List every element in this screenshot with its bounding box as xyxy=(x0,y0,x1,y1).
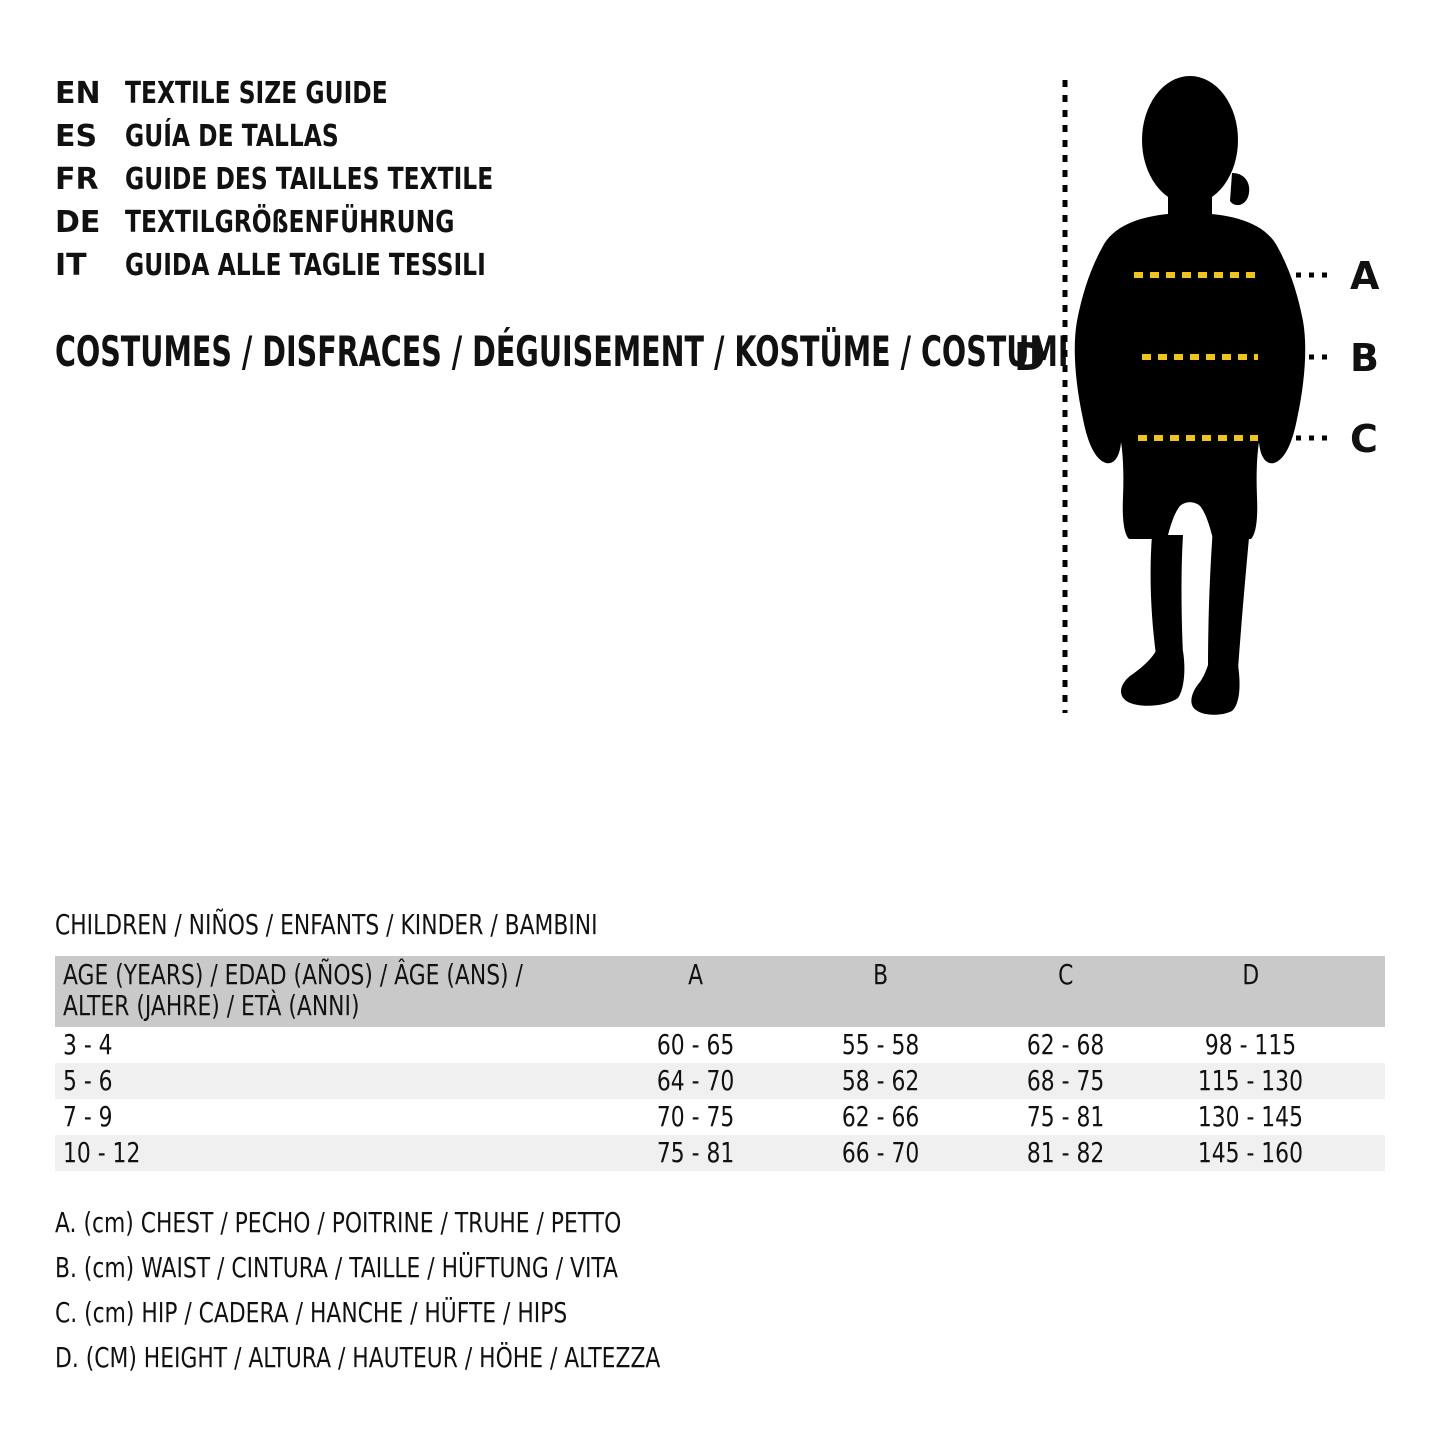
hip-cell: 75 - 81 xyxy=(1026,1100,1105,1133)
chest-cell: 64 - 70 xyxy=(656,1064,735,1097)
waist-cell: 66 - 70 xyxy=(841,1136,920,1169)
lang-row-en: EN TEXTILE SIZE GUIDE xyxy=(55,72,597,115)
chest-cell: 60 - 65 xyxy=(656,1028,735,1061)
lang-code: IT xyxy=(55,248,87,283)
waist-cell: 55 - 58 xyxy=(841,1028,920,1061)
hip-cell: 62 - 68 xyxy=(1026,1028,1105,1061)
height-cell: 98 - 115 xyxy=(1204,1028,1297,1061)
height-cell: 130 - 145 xyxy=(1197,1100,1304,1133)
age-cell: 3 - 4 xyxy=(63,1028,113,1061)
label-c: C xyxy=(1350,417,1378,461)
table-row: 3 - 4 60 - 65 55 - 58 62 - 68 98 - 115 xyxy=(55,1027,1385,1063)
lang-title: GUÍA DE TALLAS xyxy=(125,119,339,154)
chest-cell: 75 - 81 xyxy=(656,1136,735,1169)
lang-title: GUIDA ALLE TAGLIE TESSILI xyxy=(125,248,486,283)
hip-cell: 68 - 75 xyxy=(1026,1064,1105,1097)
label-d: D xyxy=(1014,335,1046,379)
lang-row-es: ES GUÍA DE TALLAS xyxy=(55,115,597,158)
lang-title: TEXTILGRÖßENFÜHRUNG xyxy=(125,205,455,240)
age-header-line1: AGE (YEARS) / EDAD (AÑOS) / ÂGE (ANS) / xyxy=(63,958,523,991)
measurement-legend: A. (cm) CHEST / PECHO / POITRINE / TRUHE… xyxy=(55,1200,831,1380)
child-silhouette xyxy=(1074,76,1306,715)
chest-cell: 70 - 75 xyxy=(656,1100,735,1133)
legend-line-a: A. (cm) CHEST / PECHO / POITRINE / TRUHE… xyxy=(55,1206,622,1239)
hip-cell: 81 - 82 xyxy=(1026,1136,1105,1169)
age-cell: 7 - 9 xyxy=(63,1100,113,1133)
height-cell: 115 - 130 xyxy=(1197,1064,1304,1097)
col-header-b: B xyxy=(873,958,888,991)
table-row: 10 - 12 75 - 81 66 - 70 81 - 82 145 - 16… xyxy=(55,1135,1385,1171)
table-row: 5 - 6 64 - 70 58 - 62 68 - 75 115 - 130 xyxy=(55,1063,1385,1099)
section-title-children: CHILDREN / NIÑOS / ENFANTS / KINDER / BA… xyxy=(55,908,751,942)
lang-code: DE xyxy=(55,205,101,240)
lang-code: FR xyxy=(55,162,99,197)
lang-row-de: DE TEXTILGRÖßENFÜHRUNG xyxy=(55,201,597,244)
height-cell: 145 - 160 xyxy=(1197,1136,1304,1169)
lang-code: ES xyxy=(55,119,98,154)
lang-row-fr: FR GUIDE DES TAILLES TEXTILE xyxy=(55,158,597,201)
table-row: 7 - 9 70 - 75 62 - 66 75 - 81 130 - 145 xyxy=(55,1099,1385,1135)
legend-line-d: D. (CM) HEIGHT / ALTURA / HAUTEUR / HÖHE… xyxy=(55,1341,661,1374)
lang-row-it: IT GUIDA ALLE TAGLIE TESSILI xyxy=(55,244,597,287)
label-b: B xyxy=(1350,336,1379,380)
lang-title: TEXTILE SIZE GUIDE xyxy=(125,76,388,111)
waist-cell: 58 - 62 xyxy=(841,1064,920,1097)
col-header-c: C xyxy=(1057,958,1074,991)
lang-title: GUIDE DES TAILLES TEXTILE xyxy=(125,162,494,197)
lang-code: EN xyxy=(55,76,101,111)
children-size-table: AGE (YEARS) / EDAD (AÑOS) / ÂGE (ANS) / … xyxy=(55,956,1385,1171)
legend-line-c: C. (cm) HIP / CADERA / HANCHE / HÜFTE / … xyxy=(55,1296,568,1329)
age-header-line2: ALTER (JAHRE) / ETÀ (ANNI) xyxy=(63,989,360,1022)
section-title-text: CHILDREN / NIÑOS / ENFANTS / KINDER / BA… xyxy=(55,908,598,941)
language-title-list: EN TEXTILE SIZE GUIDE ES GUÍA DE TALLAS … xyxy=(55,72,597,287)
col-header-a: A xyxy=(688,958,703,991)
age-cell: 10 - 12 xyxy=(63,1136,141,1169)
label-a: A xyxy=(1350,254,1380,298)
legend-line-b: B. (cm) WAIST / CINTURA / TAILLE / HÜFTU… xyxy=(55,1251,618,1284)
category-title-text: COSTUMES / DISFRACES / DÉGUISEMENT / KOS… xyxy=(55,327,1069,376)
measurement-diagram: D A B C xyxy=(1014,76,1380,715)
col-header-d: D xyxy=(1242,958,1259,991)
category-title: COSTUMES / DISFRACES / DÉGUISEMENT / KOS… xyxy=(55,330,1445,374)
column-headers: A B C D xyxy=(603,959,1343,990)
age-cell: 5 - 6 xyxy=(63,1064,113,1097)
waist-cell: 62 - 66 xyxy=(841,1100,920,1133)
table-header: AGE (YEARS) / EDAD (AÑOS) / ÂGE (ANS) / … xyxy=(55,956,1385,1027)
